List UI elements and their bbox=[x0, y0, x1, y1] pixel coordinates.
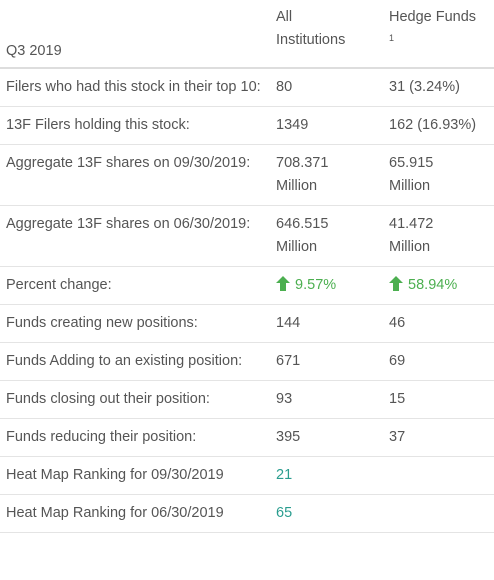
all-institutions-value: 80 bbox=[276, 79, 293, 95]
table-row: Funds reducing their position: 395 37 bbox=[0, 419, 494, 457]
hedge-funds-value: 65.915 Million bbox=[383, 145, 494, 206]
table-row: Funds creating new positions: 144 46 bbox=[0, 305, 494, 343]
hedge-funds-value: 69 bbox=[389, 353, 406, 369]
all-institutions-value: 395 bbox=[276, 429, 301, 445]
value-unit: Million bbox=[276, 239, 318, 255]
table-row: Filers who had this stock in their top 1… bbox=[0, 68, 494, 107]
hedge-funds-value: 46 bbox=[389, 315, 406, 331]
all-institutions-value: 646.515 Million bbox=[270, 206, 383, 267]
value-number: 65.915 bbox=[389, 155, 434, 171]
heat-map-ranking-link[interactable]: 21 bbox=[276, 467, 293, 483]
value-number: 646.515 bbox=[276, 216, 329, 232]
hedge-funds-header-label: Hedge Funds bbox=[389, 9, 477, 25]
period-header: Q3 2019 bbox=[0, 0, 270, 69]
all-institutions-value: 93 bbox=[276, 391, 293, 407]
hedge-funds-header: Hedge Funds 1 bbox=[383, 0, 494, 69]
table-row: Funds Adding to an existing position: 67… bbox=[0, 343, 494, 381]
table-row: Funds closing out their position: 93 15 bbox=[0, 381, 494, 419]
hedge-funds-value: 41.472 Million bbox=[383, 206, 494, 267]
header-row: Q3 2019 All Institutions Hedge Funds 1 bbox=[0, 0, 494, 69]
row-label: Aggregate 13F shares on 06/30/2019: bbox=[6, 216, 251, 232]
row-label: Funds creating new positions: bbox=[6, 315, 198, 331]
hedge-funds-value: 15 bbox=[389, 391, 406, 407]
up-arrow-icon bbox=[389, 276, 408, 293]
all-institutions-header-line2: Institutions bbox=[276, 32, 346, 48]
value-number: 708.371 bbox=[276, 155, 329, 171]
table-row: Aggregate 13F shares on 06/30/2019: 646.… bbox=[0, 206, 494, 267]
hedge-funds-value: 162 (16.93%) bbox=[389, 117, 477, 133]
row-label: Funds closing out their position: bbox=[6, 391, 210, 407]
row-label: Aggregate 13F shares on 09/30/2019: bbox=[6, 155, 251, 171]
all-institutions-header: All Institutions bbox=[270, 0, 383, 69]
institutional-holdings-table: Q3 2019 All Institutions Hedge Funds 1 F… bbox=[0, 0, 494, 533]
hedge-funds-value bbox=[383, 457, 494, 495]
row-label: Funds Adding to an existing position: bbox=[6, 353, 243, 369]
hedge-funds-footnote-marker[interactable]: 1 bbox=[389, 33, 395, 43]
hedge-funds-value: 58.94% bbox=[383, 267, 494, 305]
value-number: 41.472 bbox=[389, 216, 434, 232]
table-row: Heat Map Ranking for 09/30/2019 21 bbox=[0, 457, 494, 495]
value-unit: Million bbox=[389, 178, 431, 194]
all-institutions-value: 671 bbox=[276, 353, 301, 369]
percent-change-value: 58.94% bbox=[408, 277, 458, 293]
table-row: Heat Map Ranking for 06/30/2019 65 bbox=[0, 495, 494, 533]
hedge-funds-value: 31 (3.24%) bbox=[389, 79, 460, 95]
all-institutions-value: 1349 bbox=[276, 117, 309, 133]
all-institutions-value: 708.371 Million bbox=[270, 145, 383, 206]
all-institutions-value: 9.57% bbox=[270, 267, 383, 305]
value-unit: Million bbox=[276, 178, 318, 194]
row-label: Funds reducing their position: bbox=[6, 429, 197, 445]
hedge-funds-value: 37 bbox=[389, 429, 406, 445]
table-row: Percent change: 9.57% 58.94% bbox=[0, 267, 494, 305]
all-institutions-value: 144 bbox=[276, 315, 301, 331]
row-label: Heat Map Ranking for 06/30/2019 bbox=[6, 505, 224, 521]
table-row: 13F Filers holding this stock: 1349 162 … bbox=[0, 107, 494, 145]
table-row: Aggregate 13F shares on 09/30/2019: 708.… bbox=[0, 145, 494, 206]
up-arrow-icon bbox=[276, 276, 295, 293]
value-unit: Million bbox=[389, 239, 431, 255]
row-label: Filers who had this stock in their top 1… bbox=[6, 79, 261, 95]
row-label: Heat Map Ranking for 09/30/2019 bbox=[6, 467, 224, 483]
percent-change-value: 9.57% bbox=[295, 277, 337, 293]
all-institutions-header-line1: All bbox=[276, 9, 293, 25]
row-label: 13F Filers holding this stock: bbox=[6, 117, 190, 133]
row-label: Percent change: bbox=[6, 277, 112, 293]
hedge-funds-value bbox=[383, 495, 494, 533]
heat-map-ranking-link[interactable]: 65 bbox=[276, 505, 293, 521]
